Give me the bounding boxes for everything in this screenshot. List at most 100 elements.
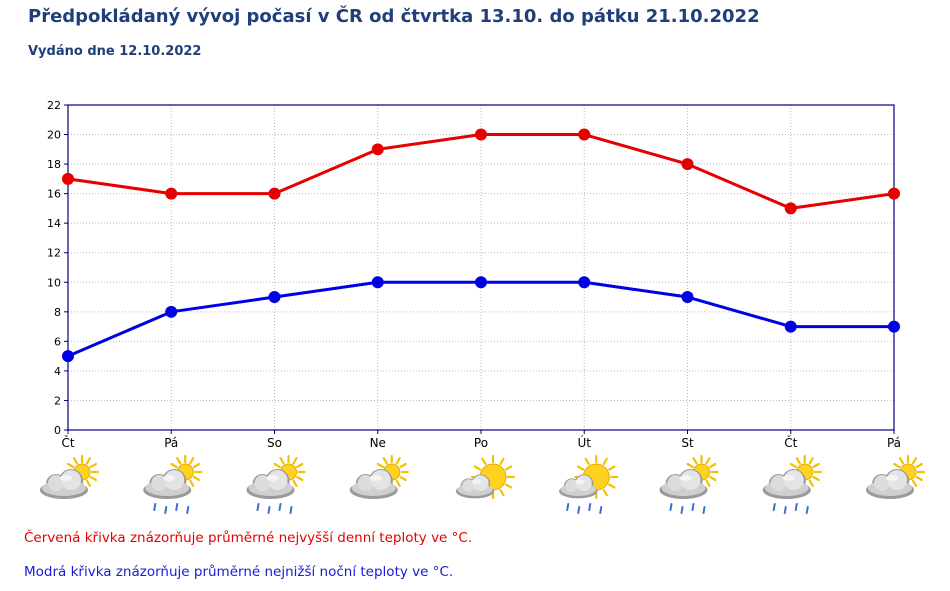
cloud-part: [471, 479, 482, 484]
cloud-part: [369, 475, 382, 481]
series-min-point: [578, 276, 591, 289]
series-max-point: [475, 128, 487, 141]
cloud-part: [462, 479, 475, 492]
sun-ray: [812, 462, 820, 469]
cloud-part: [679, 475, 692, 481]
cloud-shape: [762, 469, 811, 499]
sun-ray: [292, 457, 298, 465]
sun-ray: [395, 457, 401, 465]
rain-drop: [256, 503, 260, 511]
series-max-point: [165, 187, 178, 200]
cloud-shape: [246, 469, 295, 499]
sun-ray: [692, 457, 698, 465]
series-max-point: [888, 187, 900, 200]
sun-ray: [189, 479, 195, 487]
y-tick-label: 2: [54, 394, 61, 407]
sun-ray: [189, 457, 195, 465]
sun-ray: [898, 457, 905, 465]
cloud-shape: [559, 474, 598, 499]
rain-drop: [175, 503, 179, 511]
x-tick-label: Čt: [784, 435, 797, 450]
sun-ray: [382, 457, 388, 465]
cloud-sun-icon: [40, 454, 100, 499]
cloud-sun-rain-icon: [246, 454, 306, 514]
rain-drop: [267, 506, 271, 514]
series-max-point: [578, 128, 591, 141]
cloud-part: [874, 475, 890, 491]
sun-ray: [399, 462, 407, 469]
cloud-part: [886, 475, 898, 481]
series-max-point: [62, 172, 74, 185]
sun-ray: [576, 465, 585, 471]
sun-ray: [176, 457, 182, 465]
sun-ray: [915, 475, 923, 482]
sun-ray: [499, 488, 505, 497]
cloud-sun-rain-icon: [762, 454, 822, 514]
sun-ray: [504, 483, 513, 489]
cloud-part: [357, 475, 374, 491]
sun-ray: [602, 457, 608, 466]
sun-ray: [67, 462, 75, 469]
series-min-point: [681, 291, 694, 304]
issue-date: Vydáno dne 12.10.2022: [28, 44, 202, 59]
cloud-part: [254, 475, 271, 491]
sun-ray: [376, 462, 385, 469]
rain-drop: [772, 503, 776, 511]
y-tick-label: 16: [47, 188, 61, 201]
cloud-part: [782, 475, 795, 481]
x-tick-label: Po: [474, 436, 488, 450]
y-tick-label: 18: [47, 158, 61, 171]
y-tick-label: 10: [47, 276, 61, 289]
sun-cloud-rain-icon: [559, 454, 619, 514]
cloud-part: [770, 475, 787, 491]
sun-ray: [399, 475, 407, 482]
sun-ray: [915, 462, 923, 469]
red-curve-note: Červená křivka znázorňuje průměrné nejvy…: [24, 530, 473, 546]
rain-drop: [577, 506, 581, 514]
series-min-point: [268, 291, 281, 304]
sun-ray: [705, 457, 711, 465]
cloud-sun-rain-icon: [143, 454, 203, 514]
sun-ray: [89, 462, 97, 469]
x-tick-label: So: [267, 436, 282, 450]
rain-drop: [805, 506, 809, 514]
sun-ray: [504, 465, 513, 471]
sun-ray: [499, 457, 505, 466]
sun-ray: [296, 462, 304, 469]
x-tick-label: Út: [578, 435, 592, 450]
sun-ray: [608, 465, 616, 471]
sun-ray: [911, 457, 918, 465]
sun-ray: [808, 457, 814, 465]
rain-drop: [794, 503, 798, 511]
y-tick-label: 4: [54, 365, 61, 378]
sun-ray: [89, 475, 97, 482]
series-min-point: [888, 320, 900, 333]
x-tick-label: St: [681, 436, 694, 450]
y-tick-label: 22: [47, 99, 61, 112]
rain-drop: [164, 506, 168, 514]
sun-ray: [709, 462, 717, 469]
sun-ray: [608, 483, 616, 489]
cloud-part: [667, 475, 684, 491]
blue-curve-note: Modrá křivka znázorňuje průměrné nejnižš…: [24, 564, 454, 580]
cloud-sun-icon: [866, 454, 926, 499]
cloud-shape: [40, 469, 88, 499]
cloud-part: [575, 479, 585, 484]
y-tick-label: 6: [54, 335, 61, 348]
cloud-part: [48, 475, 64, 491]
y-tick-label: 14: [47, 217, 61, 230]
rain-drop: [669, 503, 673, 511]
cloud-part: [565, 479, 579, 492]
rain-drop: [691, 503, 695, 511]
y-tick-label: 8: [54, 306, 61, 319]
cloud-shape: [455, 474, 495, 499]
plot-frame: [67, 104, 895, 431]
y-tick-label: 20: [47, 129, 61, 142]
sun-ray: [893, 462, 901, 469]
cloud-part: [60, 475, 72, 481]
sun-ray: [192, 462, 201, 469]
sun-ray: [395, 479, 401, 487]
rain-drops: [669, 503, 706, 514]
cloud-shape: [866, 469, 914, 499]
sun-ray: [789, 462, 798, 469]
